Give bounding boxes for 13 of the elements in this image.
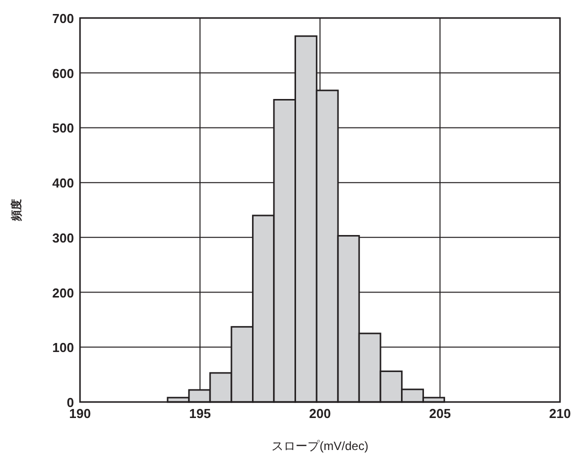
y-tick-label: 600	[52, 66, 74, 81]
x-tick-label: 205	[429, 406, 451, 421]
y-tick-label: 100	[52, 340, 74, 356]
x-tick-label: 200	[309, 406, 331, 421]
y-tick-label: 400	[52, 176, 74, 191]
x-axis-title: スロープ(mV/dec)	[272, 439, 368, 453]
y-tick-label: 700	[52, 11, 74, 26]
y-tick-label: 500	[52, 120, 74, 136]
x-tick-label: 210	[549, 406, 571, 421]
y-tick-label: 300	[52, 230, 74, 246]
x-tick-label: 195	[189, 406, 211, 421]
y-axis-title: 頻度	[10, 199, 23, 222]
y-tick-label: 200	[52, 285, 74, 300]
